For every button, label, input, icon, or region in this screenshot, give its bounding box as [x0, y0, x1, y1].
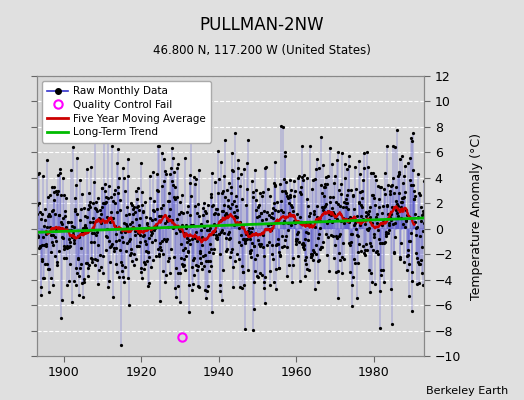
Text: 46.800 N, 117.200 W (United States): 46.800 N, 117.200 W (United States) [153, 44, 371, 57]
Text: Berkeley Earth: Berkeley Earth [426, 386, 508, 396]
Y-axis label: Temperature Anomaly (°C): Temperature Anomaly (°C) [470, 132, 483, 300]
Text: PULLMAN-2NW: PULLMAN-2NW [200, 16, 324, 34]
Legend: Raw Monthly Data, Quality Control Fail, Five Year Moving Average, Long-Term Tren: Raw Monthly Data, Quality Control Fail, … [42, 81, 211, 142]
